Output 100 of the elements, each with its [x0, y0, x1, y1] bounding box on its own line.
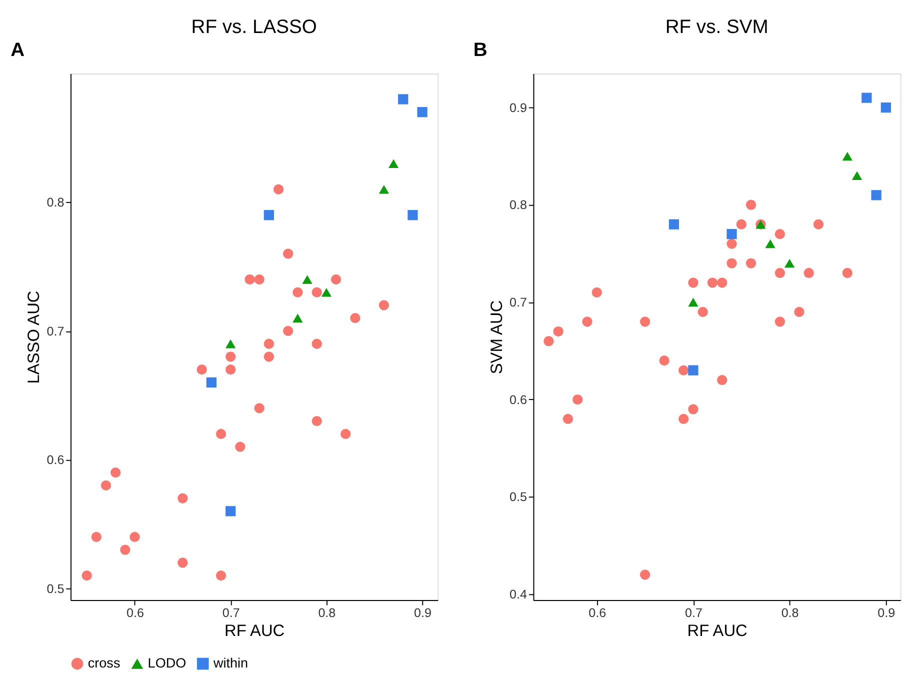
point	[774, 229, 785, 240]
point	[378, 184, 390, 194]
point	[774, 316, 785, 327]
point	[726, 229, 737, 240]
point	[562, 414, 574, 424]
point	[216, 428, 226, 439]
point	[417, 107, 428, 118]
point	[717, 278, 728, 288]
point	[688, 404, 698, 414]
point	[688, 298, 698, 307]
point	[640, 570, 650, 580]
point	[746, 258, 756, 268]
point	[842, 268, 852, 278]
point	[178, 493, 188, 504]
point	[871, 190, 882, 200]
point	[130, 532, 140, 542]
y-tick-label: 0.7	[46, 324, 64, 338]
point	[726, 238, 737, 249]
point	[688, 365, 698, 376]
text: B	[473, 40, 488, 62]
y-tick-label: 0.8	[46, 196, 64, 210]
point	[235, 442, 246, 452]
point	[206, 377, 216, 388]
point	[312, 287, 322, 298]
point	[726, 258, 737, 268]
point	[804, 268, 814, 278]
point	[408, 210, 418, 220]
point	[283, 326, 294, 336]
point	[640, 316, 650, 327]
point	[330, 274, 342, 285]
point	[678, 365, 689, 376]
chart-title: RF vs. SVM	[665, 16, 768, 38]
point	[312, 338, 322, 349]
point	[388, 159, 399, 168]
point	[842, 152, 852, 161]
point	[678, 414, 689, 424]
y-axis-title: LASSO AUC	[25, 290, 44, 384]
point	[292, 314, 303, 322]
x-axis-title: RF AUC	[687, 622, 748, 640]
point	[862, 92, 872, 103]
point	[765, 239, 776, 248]
x-tick-label: 0.6	[588, 606, 606, 620]
point	[592, 287, 602, 298]
point	[813, 219, 824, 230]
point	[312, 416, 322, 426]
x-tick-label: 0.8	[318, 606, 336, 620]
legend-label: cross	[88, 656, 120, 671]
text: A	[10, 40, 25, 62]
point	[582, 316, 592, 327]
y-tick-label: 0.5	[510, 490, 527, 504]
chart-title: RF vs. LASSO	[191, 16, 317, 38]
point	[302, 275, 312, 284]
point	[774, 268, 785, 278]
y-tick-label: 0.7	[510, 296, 527, 310]
point	[254, 274, 264, 285]
x-tick-label: 0.7	[222, 606, 240, 620]
y-tick-label: 0.6	[46, 453, 64, 468]
point	[254, 403, 264, 414]
x-tick-label: 0.9	[414, 606, 432, 620]
legend-label: LODO	[148, 656, 186, 671]
y-tick-label: 0.6	[510, 392, 527, 407]
x-tick-label: 0.6	[126, 606, 144, 620]
point	[553, 326, 564, 336]
x-tick-label: 0.8	[781, 606, 799, 620]
point	[110, 467, 121, 478]
point	[226, 339, 236, 348]
point	[736, 219, 746, 230]
y-tick-label: 0.9	[510, 100, 527, 115]
x-axis-title: RF AUC	[224, 622, 285, 640]
point	[216, 570, 226, 581]
y-tick-label: 0.5	[46, 582, 64, 596]
y-tick-label: 0.8	[510, 198, 527, 212]
point	[794, 306, 804, 317]
point	[264, 352, 274, 362]
point	[688, 278, 698, 288]
point	[100, 480, 112, 490]
point	[340, 428, 351, 439]
point	[226, 352, 236, 362]
point	[226, 364, 236, 375]
point	[292, 287, 303, 298]
point	[659, 356, 670, 366]
point	[717, 374, 728, 386]
point	[178, 558, 188, 568]
point	[544, 336, 554, 346]
point	[378, 300, 390, 310]
point	[350, 313, 360, 324]
point	[398, 94, 408, 104]
point	[82, 570, 92, 581]
point	[264, 210, 274, 220]
y-axis-title: SVM AUC	[488, 300, 506, 374]
point	[668, 219, 680, 230]
x-tick-label: 0.7	[684, 606, 702, 620]
y-tick-label: 0.4	[510, 588, 527, 602]
point	[784, 258, 795, 268]
point	[196, 364, 207, 375]
point	[283, 248, 294, 259]
legend-label: within	[212, 656, 248, 671]
point	[273, 184, 284, 194]
point	[244, 274, 255, 285]
point	[226, 506, 236, 516]
